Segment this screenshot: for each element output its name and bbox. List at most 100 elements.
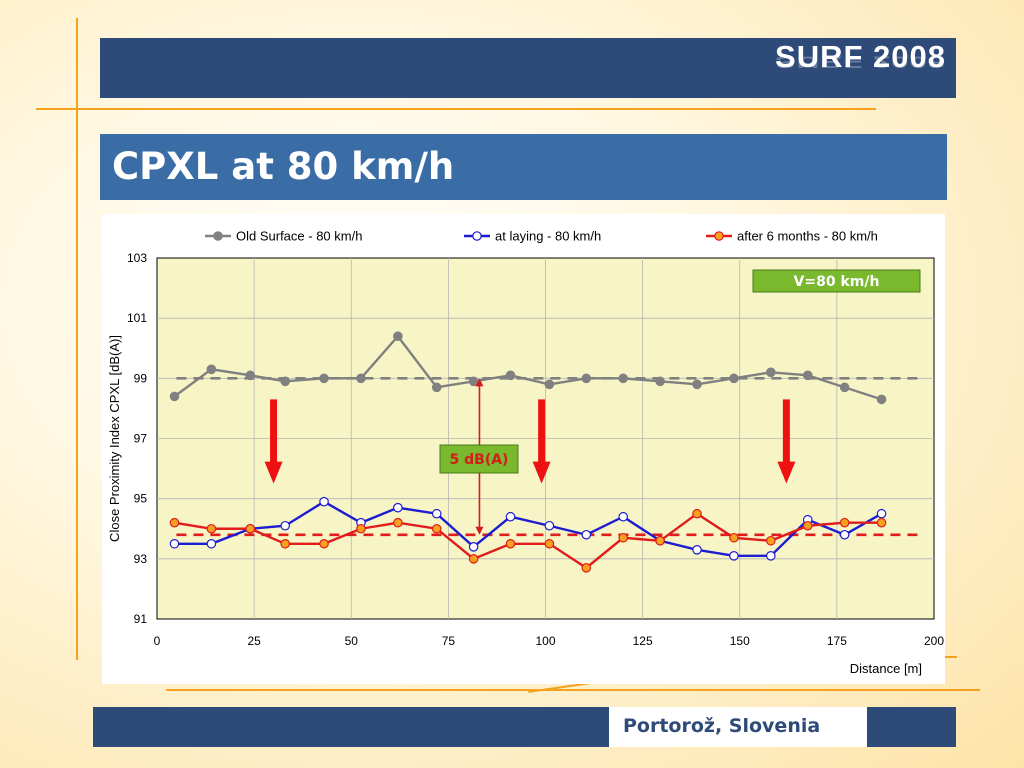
data-point (729, 532, 739, 543)
speed-badge-label: V=80 km/h (794, 274, 880, 290)
y-tick-label: 99 (134, 371, 148, 385)
data-point (393, 331, 403, 342)
difference-label-box (439, 444, 519, 474)
data-point (729, 551, 739, 561)
data-point (839, 517, 850, 528)
data-point (692, 508, 702, 519)
difference-arrowhead-up (475, 378, 484, 387)
orange-right-tick (935, 656, 957, 658)
data-point (356, 373, 366, 384)
data-point (876, 394, 887, 405)
difference-label: 5 dB(A) (450, 452, 509, 468)
series-line (174, 500, 883, 558)
footer-location: Portorož, Slovenia (623, 715, 821, 737)
data-point (876, 508, 887, 519)
data-point (505, 370, 516, 381)
data-point (581, 529, 592, 540)
x-tick-label: 100 (535, 634, 555, 648)
y-tick-label: 95 (134, 492, 148, 506)
chart-panel: V=80 km/h 5 dB(A) 0 25 50 75 100 125 150 175 200 9… (102, 214, 945, 684)
x-tick-label: 200 (924, 634, 944, 648)
data-point (393, 517, 403, 528)
x-tick-label: 50 (345, 634, 359, 648)
data-point (169, 517, 180, 528)
data-point (544, 379, 555, 390)
data-point (319, 538, 329, 549)
data-point (581, 373, 592, 384)
data-point (431, 508, 442, 519)
y-tick-label: 103 (127, 251, 147, 265)
orange-vertical-line (76, 18, 78, 660)
footer-location-box: Portorož, Slovenia (609, 707, 867, 747)
data-point (766, 551, 776, 561)
x-tick-label: 125 (633, 634, 653, 648)
data-point (544, 520, 555, 531)
orange-bottom-line (166, 689, 980, 691)
y-tick-label: 93 (134, 552, 148, 566)
y-tick-label: 101 (127, 311, 147, 325)
data-point (802, 520, 813, 531)
data-point (280, 520, 291, 531)
x-axis-label: Distance [m] (850, 661, 922, 676)
reduction-arrow-shaft (782, 399, 790, 464)
data-point (319, 373, 329, 384)
reduction-arrowhead (264, 461, 283, 484)
reduction-arrow-shaft (538, 399, 546, 464)
data-point (245, 370, 256, 381)
y-tick-label: 91 (134, 612, 148, 626)
data-point (468, 554, 479, 564)
legend-swatch-marker (714, 231, 724, 241)
y-tick-label: 97 (134, 432, 148, 446)
data-point (655, 535, 665, 546)
slide-title: CPXL at 80 km/h (112, 145, 455, 188)
top-banner: SURF 2008 SURF 2008 (100, 38, 956, 98)
data-point (839, 382, 850, 393)
reduction-arrow-shaft (270, 399, 278, 464)
data-point (280, 376, 291, 387)
x-tick-label: 75 (442, 634, 456, 648)
data-point (655, 376, 665, 387)
data-point (431, 382, 442, 393)
data-point (169, 391, 180, 402)
brand-text: SURF 2008 (775, 39, 946, 74)
reduction-arrowhead (777, 461, 796, 484)
data-point (876, 517, 887, 528)
data-point (206, 523, 217, 534)
x-tick-label: 0 (154, 634, 161, 648)
x-tick-label: 25 (247, 634, 261, 648)
data-point (505, 511, 516, 522)
speed-badge (752, 269, 921, 293)
data-point (245, 523, 256, 534)
brand-logo: SURF 2008 SURF 2008 (775, 40, 946, 100)
title-bar: CPXL at 80 km/h (100, 134, 947, 200)
data-point (544, 538, 555, 549)
data-point (618, 532, 628, 543)
legend-swatch-marker (213, 231, 223, 241)
data-point (766, 535, 776, 546)
legend-label: Old Surface - 80 km/h (236, 229, 362, 244)
data-point (468, 541, 479, 552)
data-point (692, 545, 702, 555)
x-tick-label: 175 (827, 634, 847, 648)
data-point (280, 538, 291, 549)
data-point (766, 367, 776, 378)
legend-label: after 6 months - 80 km/h (737, 229, 878, 244)
data-point (839, 529, 850, 540)
data-point (802, 370, 813, 381)
footer-right-bar (867, 707, 956, 747)
footer-left-bar (93, 707, 609, 747)
data-point (618, 373, 628, 384)
data-point (468, 376, 479, 387)
data-point (393, 502, 403, 513)
data-point (169, 538, 180, 549)
series-line (174, 512, 882, 570)
data-point (356, 523, 366, 534)
data-point (729, 373, 739, 384)
data-point (505, 538, 516, 549)
brand-reflection: SURF 2008 (775, 52, 946, 72)
data-point (206, 538, 217, 549)
data-point (319, 496, 329, 507)
series-line (173, 334, 882, 401)
data-point (618, 511, 628, 522)
data-point (431, 523, 442, 534)
